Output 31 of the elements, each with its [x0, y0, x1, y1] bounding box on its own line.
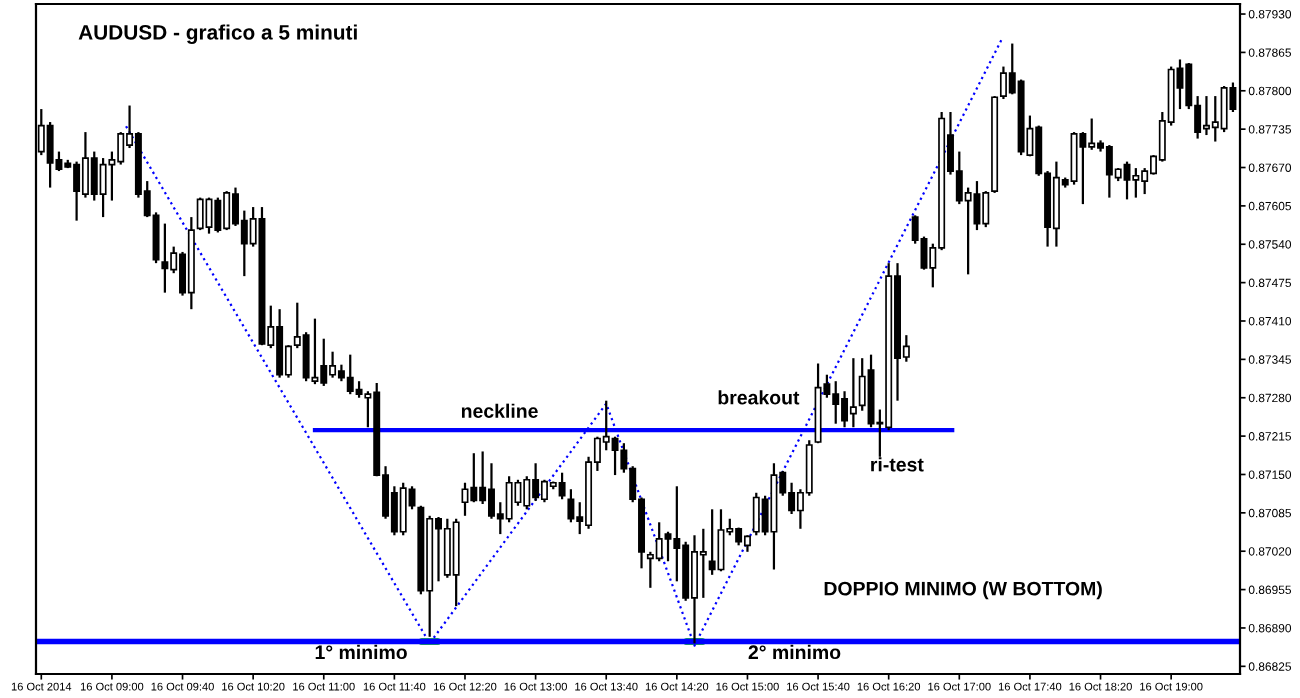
candlestick [1079, 130, 1087, 206]
annotation: 1° minimo [315, 644, 407, 660]
candlestick [655, 521, 663, 563]
candlestick [1132, 167, 1140, 199]
candlestick [611, 435, 619, 477]
candlestick [699, 527, 707, 599]
annotation: breakout [718, 390, 800, 405]
candlestick [302, 331, 310, 383]
candlestick [311, 317, 319, 386]
candlestick [567, 488, 575, 524]
candlestick [161, 222, 169, 294]
annotation: neckline [461, 403, 538, 418]
candlestick [1220, 84, 1228, 134]
candlestick [505, 475, 513, 524]
candlestick [461, 481, 469, 517]
candlestick [558, 471, 566, 501]
candlestick [46, 120, 54, 189]
candlestick [664, 530, 672, 563]
text: AUDUSD - grafico a 5 minuti [78, 24, 357, 44]
candlestick [717, 508, 725, 573]
annotation: 2° minimo [748, 644, 841, 660]
candlestick [196, 196, 204, 232]
candlestick [470, 452, 478, 504]
candlestick [849, 357, 857, 429]
candlestick [973, 179, 981, 232]
candlestick [99, 156, 107, 219]
annotation: DOPPIO MINIMO (W BOTTOM) [824, 581, 1102, 600]
candlestick [214, 196, 222, 234]
annotation: ri-test [871, 457, 924, 472]
candlestick [1070, 130, 1078, 186]
candlestick [708, 508, 716, 576]
